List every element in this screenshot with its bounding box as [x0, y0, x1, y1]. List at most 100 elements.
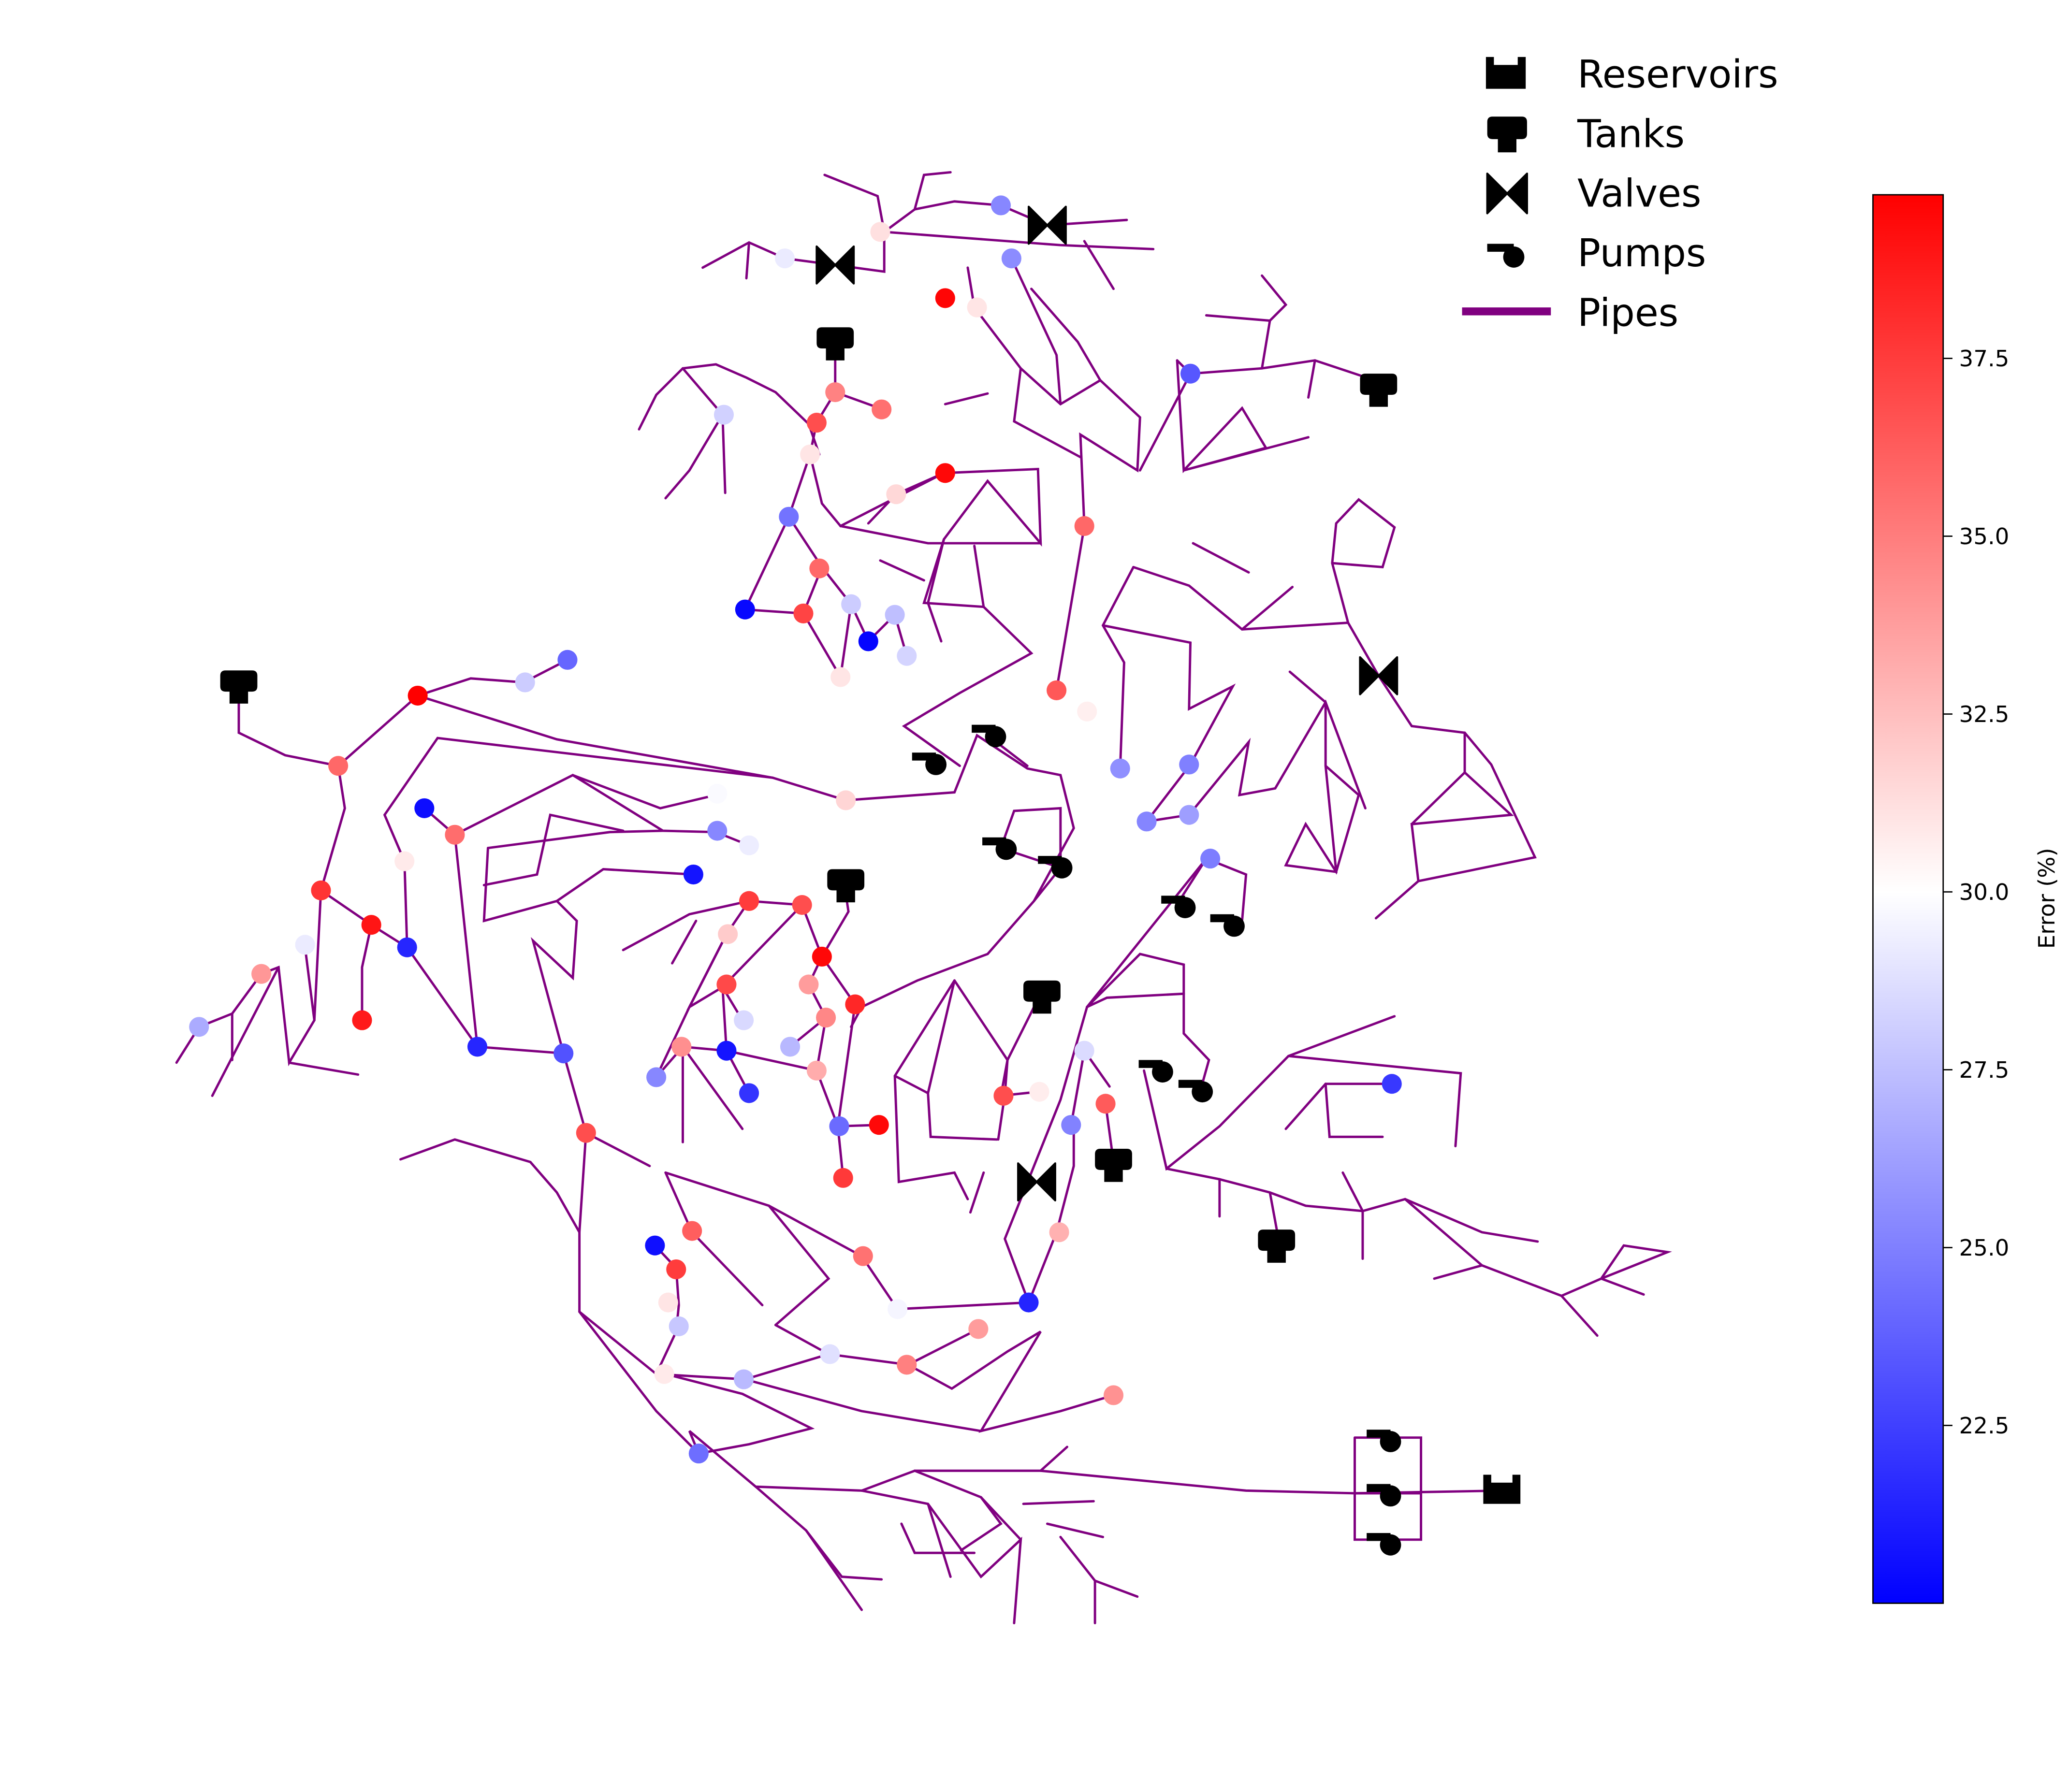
pipe	[1261, 274, 1288, 370]
junction-node	[1179, 754, 1199, 775]
pipe	[809, 391, 1042, 767]
pipe	[997, 990, 1043, 1141]
junction-node	[775, 248, 795, 269]
pipe	[1324, 1083, 1384, 1138]
junction-node	[1095, 1094, 1116, 1114]
tank-icon	[1023, 980, 1061, 1014]
colorbar-tick-label: 32.5	[1959, 701, 2010, 727]
pipe-network	[175, 171, 1672, 1625]
pipe	[960, 1496, 1003, 1552]
junction-node	[1180, 363, 1201, 384]
pipe	[1055, 524, 1086, 692]
junction-node	[645, 1235, 665, 1256]
junction-node	[1047, 680, 1067, 700]
pipe	[1192, 542, 1250, 574]
junction-node	[1110, 758, 1130, 779]
legend-label: Pumps	[1577, 231, 1706, 275]
pipe	[973, 545, 985, 608]
pipe	[681, 367, 727, 494]
junction-node	[990, 195, 1011, 216]
pipe	[1176, 359, 1310, 474]
junction-node	[779, 506, 799, 527]
pipe	[1010, 257, 1062, 405]
junction-node	[935, 463, 955, 483]
junction-node	[735, 599, 755, 620]
junction-node	[806, 1060, 827, 1081]
junction-node	[806, 413, 827, 433]
junction-node	[576, 1123, 596, 1143]
pipe	[1205, 314, 1271, 322]
pipe	[754, 1485, 863, 1611]
junction-node	[1019, 1292, 1039, 1313]
pipe	[688, 1430, 916, 1492]
pipe	[774, 1324, 830, 1356]
junction-node	[792, 895, 812, 915]
pipe	[927, 1503, 952, 1578]
junction-node	[707, 783, 728, 804]
junction-node	[1029, 1082, 1049, 1102]
junction-node	[295, 935, 315, 955]
valve-icon	[816, 245, 855, 285]
pipe	[1059, 1535, 1139, 1598]
legend-item-pipes: Pipes	[1462, 290, 1678, 335]
pipe	[1086, 992, 1185, 1009]
junction-node	[809, 558, 830, 578]
junction-node	[967, 297, 987, 318]
pipe	[288, 1061, 360, 1076]
junction-node	[716, 974, 737, 995]
junction-node	[352, 1010, 372, 1030]
junction-node	[734, 1010, 754, 1030]
pipe	[1101, 565, 1135, 770]
pipe	[913, 1445, 1069, 1472]
pipe	[1176, 359, 1380, 383]
pipe	[654, 1244, 680, 1375]
junction-node	[829, 1116, 849, 1136]
pipe	[1004, 953, 1210, 1304]
pipe	[571, 774, 717, 809]
pipe	[953, 979, 1009, 1061]
junction-node	[870, 222, 890, 242]
pipe	[1240, 586, 1294, 631]
pipe	[486, 829, 664, 850]
junction-node	[718, 924, 738, 944]
junction-node	[251, 964, 272, 984]
junction-node	[897, 1355, 917, 1375]
junction-node	[841, 594, 861, 614]
junction-node	[853, 1246, 873, 1266]
junction-node	[1061, 1115, 1081, 1135]
pipe	[1102, 624, 1367, 824]
colorbar-tick-label: 35.0	[1959, 523, 2010, 549]
pipe	[383, 737, 774, 949]
pipe	[1143, 1015, 1396, 1171]
pipe	[743, 1378, 982, 1432]
pipe	[1039, 1469, 1503, 1495]
junction-node	[189, 1017, 209, 1037]
junction-node	[888, 1299, 908, 1319]
pipe	[211, 966, 280, 1097]
pipe	[175, 889, 322, 1067]
junction-node	[869, 1115, 889, 1135]
legend-label: Tanks	[1577, 111, 1685, 156]
pipe	[721, 904, 803, 989]
junction-node	[739, 891, 759, 911]
pipe	[839, 524, 1042, 545]
pipe	[1070, 1047, 1111, 1127]
pipe	[893, 1074, 930, 1095]
junction-node	[671, 1037, 692, 1057]
junction-node	[688, 1444, 709, 1464]
junction-node	[793, 603, 814, 623]
pipe	[1307, 359, 1316, 399]
pipe	[804, 1529, 883, 1581]
pipe	[655, 933, 728, 1079]
pipe	[768, 1122, 1075, 1311]
reservoir-icon	[1483, 1474, 1521, 1504]
pump-icon	[1367, 1484, 1401, 1507]
pipe	[691, 1231, 764, 1307]
junction-node	[716, 1041, 737, 1061]
pipe	[482, 813, 625, 886]
pump-icon	[1138, 1060, 1173, 1083]
pipe	[622, 899, 751, 952]
legend-label: Valves	[1577, 171, 1701, 216]
pipe	[1481, 1244, 1672, 1298]
